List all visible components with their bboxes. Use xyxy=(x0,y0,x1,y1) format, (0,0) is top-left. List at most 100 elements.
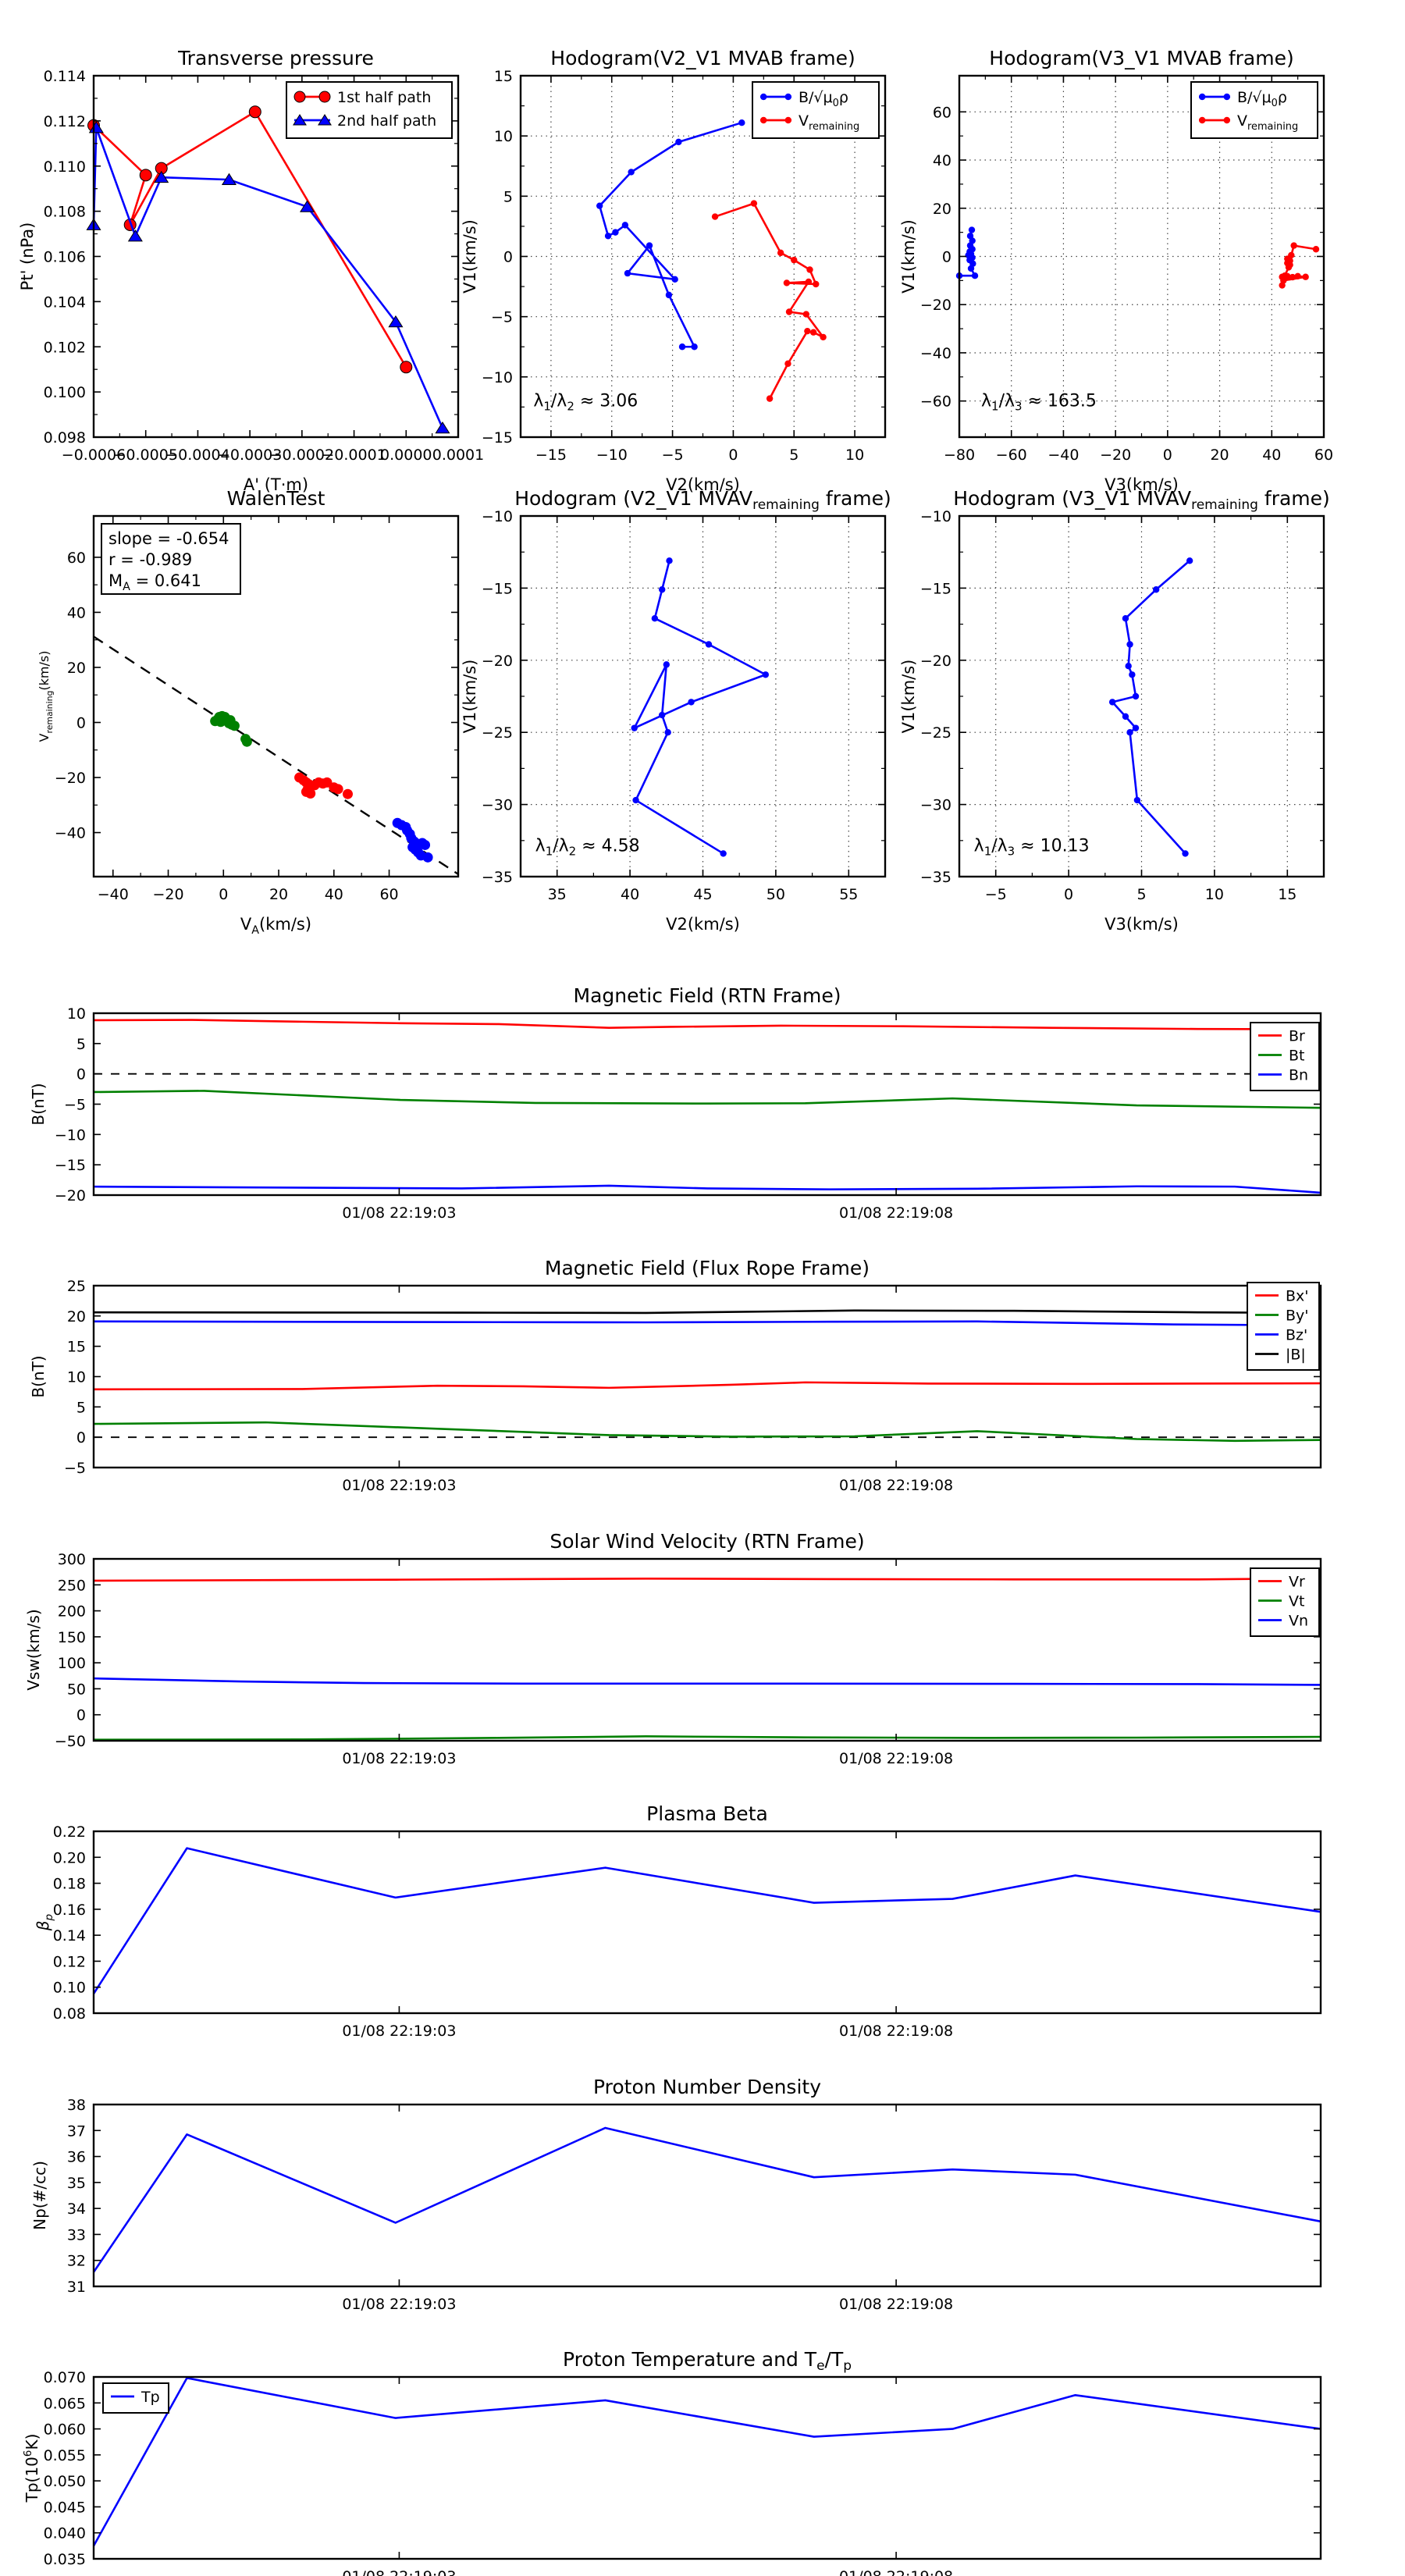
y-tick-label: 20 xyxy=(67,660,86,677)
dot-marker xyxy=(966,233,974,240)
dot-marker xyxy=(1186,557,1193,564)
dot-marker xyxy=(1182,850,1189,857)
y-tick-label: 32 xyxy=(67,2253,86,2270)
chart-solar-wind-velocity: 01/08 22:19:03 01/08 22:19:08 −50 0 50 100 150… xyxy=(24,1530,1322,1767)
lambda-annotation: λ1​/λ2​ ≈ 4.58 xyxy=(535,837,640,859)
x-tick-label: −20 xyxy=(152,886,183,903)
dot-marker xyxy=(420,839,431,850)
dot-marker xyxy=(651,615,659,622)
dot-marker xyxy=(1223,93,1231,101)
y-tick-label: 0 xyxy=(503,249,513,266)
dot-marker xyxy=(1122,615,1129,622)
y-tick-label: 0.16 xyxy=(53,1902,86,1919)
dot-marker xyxy=(621,222,629,229)
x-tick-label: 40 xyxy=(325,886,343,903)
dot-marker xyxy=(333,784,343,795)
chart-magnetic-field-rtn: 01/08 22:19:03 01/08 22:19:08 −20 −15 −10 −5 0… xyxy=(29,984,1322,1222)
y-tick-label: 50 xyxy=(67,1681,86,1698)
series-line xyxy=(93,1320,1321,1327)
x-axis-label: V2(km/s) xyxy=(666,915,740,934)
x-tick-label: 0 xyxy=(728,447,738,464)
x-tick-label: −60 xyxy=(996,447,1027,464)
x-tick-label: 0 xyxy=(219,886,228,903)
series-V-remaining xyxy=(711,200,827,402)
y-tick-label: 0 xyxy=(76,1066,86,1083)
dot-marker xyxy=(596,202,603,209)
series-line xyxy=(1111,560,1190,855)
dot-marker xyxy=(1290,242,1297,249)
dot-marker xyxy=(784,116,791,124)
x-tick-label: −40 xyxy=(98,886,129,903)
y-tick-label: 31 xyxy=(67,2279,86,2296)
y-axis-label: V1(km/s) xyxy=(899,219,918,294)
x-tick-label: 45 xyxy=(693,886,712,903)
dot-marker xyxy=(666,557,673,564)
series-cluster-red xyxy=(294,772,353,799)
y-tick-label: −25 xyxy=(482,724,513,742)
lambda-annotation: λ1​/λ3​ ≈ 10.13 xyxy=(974,837,1090,859)
dot-marker xyxy=(783,279,791,286)
dot-marker xyxy=(671,276,678,283)
y-axis-label: Vsw(km/s) xyxy=(24,1609,43,1690)
x-tick-label: −5 xyxy=(985,886,1007,903)
chart-title: Transverse pressure xyxy=(177,47,374,69)
x-tick-label: −40 xyxy=(1048,447,1079,464)
y-tick-label: 0.112 xyxy=(44,113,86,130)
y-tick-label: −10 xyxy=(920,508,951,525)
triangle-marker xyxy=(300,200,315,212)
x-tick-label: 50 xyxy=(767,886,785,903)
dot-marker xyxy=(658,586,666,593)
y-tick-label: 0.055 xyxy=(44,2447,86,2464)
x-tick-label: 15 xyxy=(1278,886,1297,903)
series-B-alfven xyxy=(596,119,745,350)
y-tick-label: 0.110 xyxy=(44,158,86,176)
y-tick-label: 100 xyxy=(58,1655,86,1672)
series-line xyxy=(93,1381,1321,1391)
y-tick-label: −20 xyxy=(920,653,951,670)
y-tick-label: −15 xyxy=(482,580,513,597)
dot-marker xyxy=(805,278,813,286)
dot-marker xyxy=(720,850,727,857)
dot-marker xyxy=(1132,724,1140,731)
dot-marker xyxy=(604,233,612,240)
y-tick-label: 20 xyxy=(67,1308,86,1325)
legend-label: Bz' xyxy=(1286,1327,1307,1344)
series-line xyxy=(92,1847,1321,1994)
y-tick-label: −25 xyxy=(920,724,951,742)
x-tick-label: 5 xyxy=(789,447,799,464)
series-line xyxy=(633,560,767,855)
y-tick-label: 0.060 xyxy=(44,2421,86,2439)
chart-transverse-pressure: −0.0006−0.0005−0.0004−0.0003−0.0002−0.00… xyxy=(18,47,484,494)
y-axis-label: V1(km/s) xyxy=(461,660,479,734)
y-tick-label: 0.22 xyxy=(53,1823,86,1841)
y-axis-label: βp​ xyxy=(34,1914,55,1931)
dot-marker xyxy=(750,200,758,207)
legend-label: Vt xyxy=(1289,1593,1304,1610)
dot-marker xyxy=(1285,264,1293,271)
legend-label: Bt xyxy=(1289,1048,1304,1065)
y-tick-label: 34 xyxy=(67,2201,86,2218)
dot-marker xyxy=(624,269,631,277)
y-tick-label: −15 xyxy=(920,580,951,597)
series-line xyxy=(93,1421,1321,1443)
dot-marker xyxy=(784,360,791,368)
y-tick-label: −35 xyxy=(482,869,513,886)
dot-marker xyxy=(664,729,671,736)
series-Vt xyxy=(93,1735,1321,1741)
legend-label: |B| xyxy=(1286,1347,1306,1364)
legend-label: Bn xyxy=(1289,1067,1308,1084)
x-tick-label: 01/08 22:19:08 xyxy=(839,1477,953,1494)
y-tick-label: 150 xyxy=(58,1629,86,1646)
y-tick-label: −50 xyxy=(55,1733,86,1750)
x-tick-label: 01/08 22:19:03 xyxy=(342,1477,456,1494)
axes-border xyxy=(519,514,887,878)
x-tick-label: 01/08 22:19:03 xyxy=(342,2023,456,2040)
dot-marker xyxy=(663,661,670,668)
y-tick-label: 5 xyxy=(76,1036,86,1053)
dot-marker xyxy=(658,711,666,719)
y-tick-label: 60 xyxy=(67,550,86,567)
y-tick-label: −30 xyxy=(482,797,513,814)
series-V-remaining-path xyxy=(1108,557,1193,857)
dot-marker xyxy=(628,169,635,176)
y-tick-label: −35 xyxy=(920,869,951,886)
